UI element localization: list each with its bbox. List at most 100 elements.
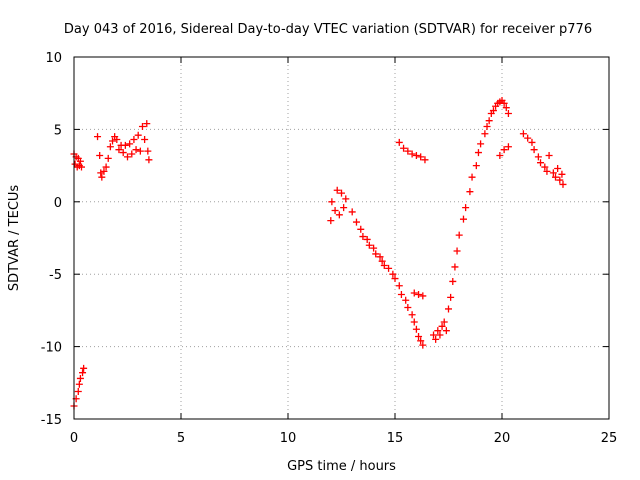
data-point	[98, 173, 106, 181]
data-point	[447, 293, 455, 301]
data-point	[376, 253, 384, 261]
data-point	[421, 156, 429, 164]
data-point	[474, 149, 482, 157]
data-point	[440, 318, 448, 326]
data-point	[453, 247, 461, 255]
data-point	[76, 374, 84, 382]
chart-title: Day 043 of 2016, Sidereal Day-to-day VTE…	[64, 22, 592, 37]
data-point	[328, 198, 336, 206]
data-point	[419, 341, 427, 349]
y-tick-label: -15	[41, 413, 62, 428]
data-point	[138, 123, 146, 131]
data-point	[504, 143, 512, 151]
data-point	[549, 169, 557, 177]
data-point	[100, 167, 108, 175]
data-point	[477, 140, 485, 148]
data-point	[80, 364, 88, 372]
data-point	[496, 151, 504, 159]
data-point	[442, 327, 450, 335]
data-point	[370, 244, 378, 252]
data-point	[504, 109, 512, 117]
y-axis-label: SDTVAR / TECUs	[7, 185, 22, 292]
data-point	[141, 136, 149, 144]
data-point	[124, 153, 131, 161]
data-point	[331, 206, 339, 214]
data-point	[113, 136, 121, 144]
data-point	[134, 131, 142, 139]
data-point	[410, 318, 418, 326]
data-point	[412, 325, 420, 333]
data-point	[434, 327, 442, 335]
data-point	[543, 167, 551, 175]
data-point	[404, 147, 412, 155]
data-point	[500, 99, 508, 107]
data-point	[466, 188, 474, 196]
data-point	[391, 275, 399, 283]
axis-ticks	[73, 56, 610, 420]
data-point	[408, 150, 416, 158]
data-point	[552, 173, 559, 181]
data-point	[378, 257, 386, 265]
data-point	[500, 146, 508, 154]
data-point	[417, 337, 425, 345]
x-tick-label: 15	[387, 431, 404, 446]
data-point	[404, 304, 412, 312]
x-tick-label: 25	[601, 431, 618, 446]
data-point	[109, 137, 117, 145]
data-point	[372, 250, 380, 258]
data-point	[126, 140, 134, 148]
data-point	[385, 264, 393, 272]
data-point	[559, 180, 567, 188]
x-tick-label: 10	[280, 431, 297, 446]
y-tick-label: -5	[49, 268, 62, 283]
data-point	[415, 290, 423, 298]
data-point	[528, 138, 536, 146]
plot-frame	[73, 56, 610, 420]
data-point	[436, 331, 444, 339]
data-point	[76, 157, 84, 165]
data-point	[348, 208, 356, 216]
data-point	[121, 141, 129, 149]
y-tick-label: 0	[54, 196, 62, 211]
data-points	[70, 96, 567, 410]
data-point	[115, 146, 123, 154]
data-point	[554, 164, 562, 172]
data-point	[143, 120, 151, 128]
data-point	[132, 146, 140, 154]
data-point	[432, 335, 440, 343]
data-point	[502, 104, 510, 112]
data-point	[136, 147, 144, 155]
data-point	[96, 151, 104, 159]
x-tick-label: 20	[494, 431, 511, 446]
data-point	[541, 163, 549, 171]
data-point	[327, 217, 335, 225]
data-point	[556, 176, 564, 184]
data-point	[395, 138, 403, 146]
data-point	[128, 150, 136, 158]
data-point	[483, 123, 491, 131]
data-point	[340, 204, 348, 212]
data-point	[485, 117, 493, 125]
data-point	[537, 159, 545, 167]
data-point	[380, 262, 388, 270]
data-point	[102, 163, 110, 171]
data-point	[412, 151, 420, 159]
data-point	[449, 277, 457, 285]
data-point	[438, 322, 446, 330]
data-point	[365, 241, 373, 249]
data-point	[342, 195, 350, 203]
y-tick-label: 10	[45, 51, 62, 66]
data-point	[75, 380, 83, 388]
data-point	[430, 331, 438, 339]
y-tick-label: -10	[41, 341, 62, 356]
data-point	[459, 215, 467, 223]
data-point	[74, 387, 82, 395]
data-point	[462, 204, 470, 212]
data-point	[519, 130, 527, 138]
data-point	[419, 292, 427, 300]
data-point	[558, 170, 566, 178]
data-point	[357, 225, 365, 233]
data-point	[481, 130, 489, 138]
x-tick-label: 0	[70, 431, 78, 446]
